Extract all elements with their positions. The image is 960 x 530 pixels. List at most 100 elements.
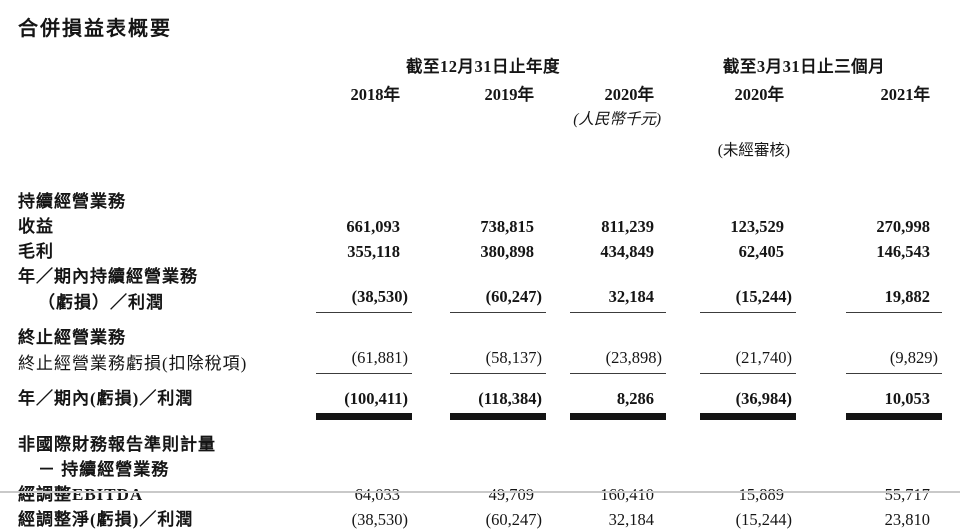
value-text: (38,530)	[351, 510, 408, 529]
value-cell: (15,244)	[666, 505, 796, 530]
value-cell	[666, 455, 796, 480]
value-wrap: (15,244)	[700, 287, 797, 313]
value-cell	[796, 316, 942, 348]
value-wrap: 434,849	[570, 242, 666, 262]
value-cell: 23,810	[796, 505, 942, 530]
value-cell	[796, 423, 942, 455]
value-cell	[412, 316, 546, 348]
value-wrap: (9,829)	[846, 348, 943, 374]
row-label: 終止經營業務	[18, 328, 126, 347]
value-cell: (58,137)	[412, 348, 546, 377]
value-cell: (9,829)	[796, 348, 943, 377]
value-cell	[300, 174, 412, 212]
value-text: 55,717	[884, 485, 931, 504]
year-header: 2020年	[734, 85, 785, 104]
table-row: （虧損）／利潤 (38,530) (60,247) 32,184 (15,244) 19,…	[18, 287, 943, 316]
value-text: 160,410	[600, 485, 655, 504]
financial-table: 截至12月31日止年度 截至3月31日止三個月 2018年 2019年 2020年 202…	[18, 53, 943, 530]
year-header: 2019年	[484, 85, 535, 104]
value-wrap: (60,247)	[450, 510, 546, 530]
spacer-cell	[300, 129, 412, 174]
spacer-cell	[18, 409, 300, 423]
value-wrap: 811,239	[570, 217, 666, 237]
year-header: 2020年	[604, 85, 655, 104]
year-header-row: 2018年 2019年 2020年 2020年 2021年	[18, 81, 942, 105]
row-label: 終止經營業務虧損(扣除稅項)	[18, 354, 248, 373]
value-wrap: 32,184	[570, 287, 667, 313]
spacer-cell	[666, 105, 796, 129]
double-rule-cell	[300, 409, 412, 423]
value-text: (58,137)	[485, 348, 542, 367]
value-cell: 19,882	[796, 287, 943, 316]
value-text: (9,829)	[889, 348, 939, 367]
double-rule-cell	[796, 409, 943, 423]
table-row: 終止經營業務	[18, 316, 942, 348]
value-cell	[412, 174, 546, 212]
spacer-cell	[796, 105, 942, 129]
row-label: 毛利	[18, 242, 54, 261]
value-cell: (100,411)	[300, 377, 412, 409]
column-group-header: 截至12月31日止年度	[406, 57, 560, 76]
value-text: (36,984)	[735, 389, 793, 408]
value-wrap: 160,410	[570, 485, 666, 505]
value-text: 738,815	[480, 217, 534, 236]
value-cell: 270,998	[796, 212, 942, 237]
value-wrap: (118,384)	[450, 389, 546, 409]
double-rule	[570, 413, 667, 420]
value-cell: 8,286	[546, 377, 666, 409]
value-wrap: (38,530)	[316, 510, 412, 530]
value-wrap: (15,244)	[700, 510, 796, 530]
bottom-page-rule	[0, 491, 960, 493]
value-cell: 380,898	[412, 237, 546, 262]
value-text: 661,093	[346, 217, 400, 236]
value-text: 32,184	[608, 287, 655, 306]
value-text: 8,286	[616, 389, 655, 408]
spacer-cell	[18, 129, 300, 174]
value-text: 434,849	[600, 242, 655, 261]
value-cell: 738,815	[412, 212, 546, 237]
value-text: 355,118	[347, 242, 400, 261]
value-text: 32,184	[608, 510, 655, 529]
value-text: 10,053	[884, 389, 931, 408]
value-wrap: 15,889	[700, 485, 796, 505]
value-wrap: (100,411)	[316, 389, 412, 409]
value-wrap: (36,984)	[700, 389, 796, 409]
value-wrap: 23,810	[846, 510, 942, 530]
value-wrap: 10,053	[846, 389, 942, 409]
value-text: (38,530)	[351, 287, 408, 306]
value-cell	[300, 455, 412, 480]
row-label: 年／期內持續經營業務	[18, 267, 198, 286]
unit-note-row: (人民幣千元)	[18, 105, 942, 129]
value-cell	[300, 262, 412, 287]
value-text: 19,882	[884, 287, 931, 306]
value-text: 64,033	[354, 485, 400, 504]
table-row: 毛利 355,118 380,898 434,849 62,405 146,543	[18, 237, 942, 262]
value-text: 123,529	[730, 217, 785, 236]
value-wrap: 49,709	[450, 485, 546, 505]
value-cell	[666, 316, 796, 348]
value-cell: (38,530)	[300, 505, 412, 530]
table-body: 截至12月31日止年度 截至3月31日止三個月 2018年 2019年 2020年 202…	[18, 53, 943, 530]
value-cell	[666, 423, 796, 455]
value-cell	[546, 455, 666, 480]
value-cell: (36,984)	[666, 377, 796, 409]
value-cell: 661,093	[300, 212, 412, 237]
value-cell	[666, 262, 796, 287]
value-cell: 32,184	[546, 287, 667, 316]
row-label: （虧損）／利潤	[38, 293, 164, 312]
row-label: 經調整淨(虧損)／利潤	[18, 510, 194, 529]
value-cell: 62,405	[666, 237, 796, 262]
value-wrap: 661,093	[316, 217, 412, 237]
value-wrap: 355,118	[316, 242, 412, 262]
value-text: (61,881)	[351, 348, 408, 367]
column-group-header: 截至3月31日止三個月	[722, 57, 886, 76]
value-wrap: 380,898	[450, 242, 546, 262]
value-wrap: 64,033	[316, 485, 412, 505]
value-wrap: 32,184	[570, 510, 666, 530]
double-rule	[700, 413, 797, 420]
double-rule	[450, 413, 546, 420]
table-row: 年／期內持續經營業務	[18, 262, 942, 287]
value-wrap: (58,137)	[450, 348, 546, 374]
value-text: (15,244)	[735, 287, 793, 306]
